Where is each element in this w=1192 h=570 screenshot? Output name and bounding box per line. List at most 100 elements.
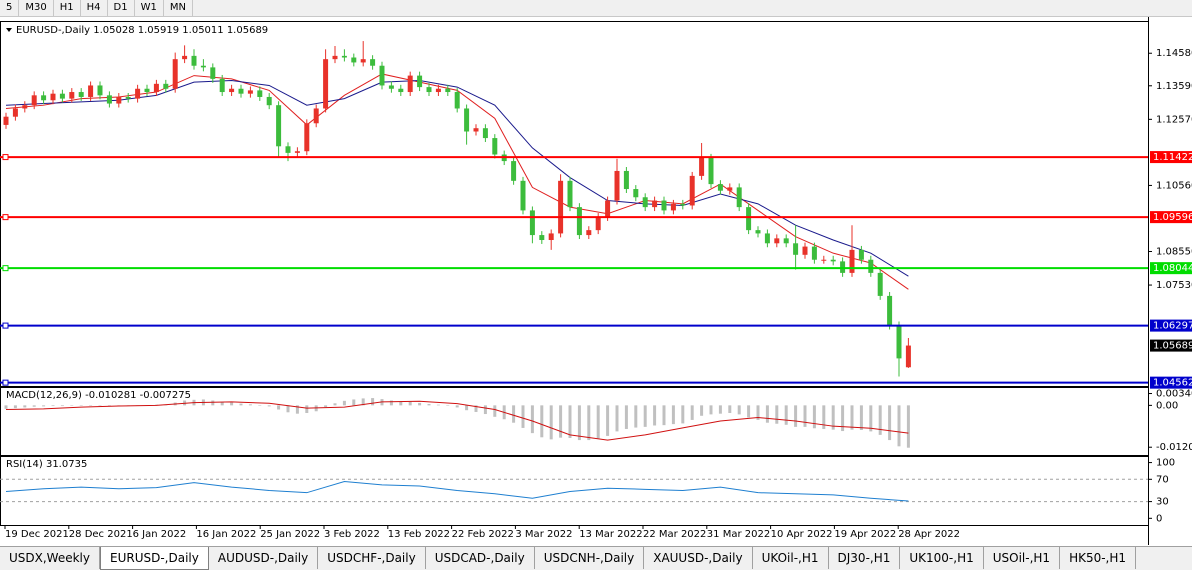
candle-body [811,246,817,260]
candle-body [511,161,517,181]
chart-tab[interactable]: USDCHF-,Daily [318,547,426,569]
x-tick-label: 3 Mar 2022 [515,529,572,540]
candle-body [774,238,780,244]
chart-tab[interactable]: USDX,Weekly [0,547,100,569]
x-tick-label: 19 Apr 2022 [834,529,896,540]
macd-bar [248,404,252,406]
chart-tab[interactable]: UK100-,H1 [900,547,984,569]
y-tick-label: 1.08550 [1156,247,1192,258]
macd-bar [653,405,657,426]
macd-bar [784,405,788,425]
candle-body [426,87,432,93]
x-tick-label: 13 Mar 2022 [579,529,642,540]
macd-bar [60,405,64,407]
level-label: 1.06297 [1153,321,1192,332]
chart-tab[interactable]: USDCNH-,Daily [535,547,645,569]
timeframe-button[interactable]: H4 [81,0,108,16]
candle-body [793,243,799,255]
macd-bar [643,405,647,427]
title-arrow [6,28,12,32]
macd-bar [13,405,17,409]
x-tick-label: 28 Dec 2021 [69,529,133,540]
macd-bar [737,405,741,415]
macd-bar [399,401,403,406]
macd-bar [89,405,93,406]
candle-body [276,105,282,147]
macd-bar [812,405,816,429]
candle-body [736,187,742,208]
macd-bar [906,405,910,448]
candle-body [464,108,470,132]
chart-tab[interactable]: USDCAD-,Daily [426,547,535,569]
candle-body [887,295,893,326]
y-tick-label: 100 [1156,458,1175,469]
macd-bar [436,404,440,406]
timeframe-button[interactable]: M30 [19,0,54,16]
candle-body [247,90,253,94]
candle-body [257,90,263,97]
macd-bar [831,405,835,430]
level-anchor [2,322,9,329]
y-tick-label: -0.012058 [1156,442,1192,453]
timeframe-button[interactable]: W1 [135,0,164,16]
candle-body [652,200,658,208]
last-price-tag [1150,339,1192,352]
y-tick-label: 30 [1156,497,1169,508]
timeframe-toolbar: 5 M30 H1 H4 D1 W1 MN [0,0,1192,17]
macd-bar [474,405,478,412]
macd-bar [352,399,356,406]
macd-bar [98,405,102,406]
candle-body [840,261,846,273]
macd-bar [775,405,779,424]
macd-bar [230,402,234,406]
macd-bar [4,405,8,409]
candle-body [229,88,235,93]
chart-tab[interactable]: EURUSD-,Daily [100,547,209,570]
macd-bar [361,398,365,406]
chart-tab[interactable]: UKOil-,H1 [753,547,829,569]
candle-body [285,146,291,153]
chart: 1.14580 1.13590 1.12570 1.10560 1.08550 1.075… [0,17,1192,545]
macd-bar [559,405,563,438]
chart-title: EURUSD-,Daily 1.05028 1.05919 1.05011 1.… [16,25,268,36]
timeframe-button[interactable]: 5 [0,0,20,16]
macd-bar [803,405,807,427]
x-tick-label: 28 Apr 2022 [898,529,960,540]
candle-body [88,85,94,97]
macd-bar [878,405,882,435]
timeframe-button[interactable]: MN [164,0,193,16]
candle-body [210,67,216,79]
chart-tab[interactable]: USOil-,H1 [984,547,1061,569]
candle-body [595,216,601,231]
macd-bar [483,405,487,415]
candle-body [445,88,451,93]
macd-bar [888,405,892,441]
macd-label: MACD(12,26,9) -0.010281 -0.007275 [6,390,191,401]
chart-tab[interactable]: AUDUSD-,Daily [209,547,319,569]
macd-bar [596,405,600,439]
candle-body [31,95,37,106]
chart-tab[interactable]: HK50-,H1 [1060,547,1137,569]
candle-body [539,235,545,241]
macd-bar [841,405,845,432]
chart-tab[interactable]: XAUUSD-,Daily [644,547,753,569]
macd-bar [587,405,591,441]
macd-bar [850,405,854,430]
candle-body [172,59,178,89]
timeframe-button[interactable]: H1 [54,0,81,16]
level-tag [1150,211,1192,224]
candle-body [708,157,714,185]
y-tick-label: 1.13590 [1156,81,1192,92]
candle-body [417,75,423,88]
candle-body [454,92,460,109]
candle-body [830,259,836,262]
macd-bar [465,405,469,411]
macd-bar [107,405,111,407]
candle-body [388,85,394,89]
candle-body [764,233,770,244]
y-tick-label: 1.07530 [1156,280,1192,291]
candle-body [313,108,319,124]
candle-body [548,233,554,241]
timeframe-button[interactable]: D1 [108,0,135,16]
chart-tab[interactable]: DJ30-,H1 [829,547,901,569]
